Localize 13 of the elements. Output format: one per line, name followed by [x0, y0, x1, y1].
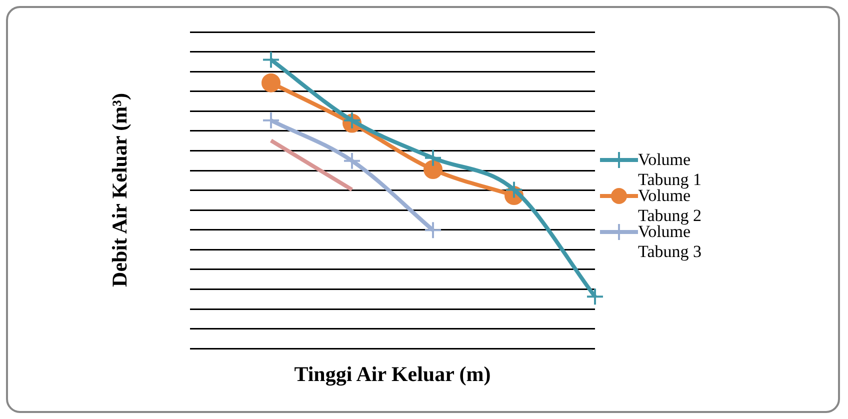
point	[343, 111, 361, 130]
point	[262, 111, 280, 130]
point	[586, 288, 604, 306]
point	[343, 152, 361, 170]
point	[505, 180, 523, 199]
x-axis-title: Tinggi Air Keluar (m)	[293, 362, 492, 387]
point	[424, 148, 442, 167]
legend-label: Volume Tabung 1	[638, 150, 702, 189]
point	[424, 221, 442, 240]
point	[262, 50, 280, 69]
y-axis-title: Debit Air Keluar (m³)	[108, 93, 132, 287]
point	[262, 73, 280, 92]
point	[424, 160, 442, 179]
